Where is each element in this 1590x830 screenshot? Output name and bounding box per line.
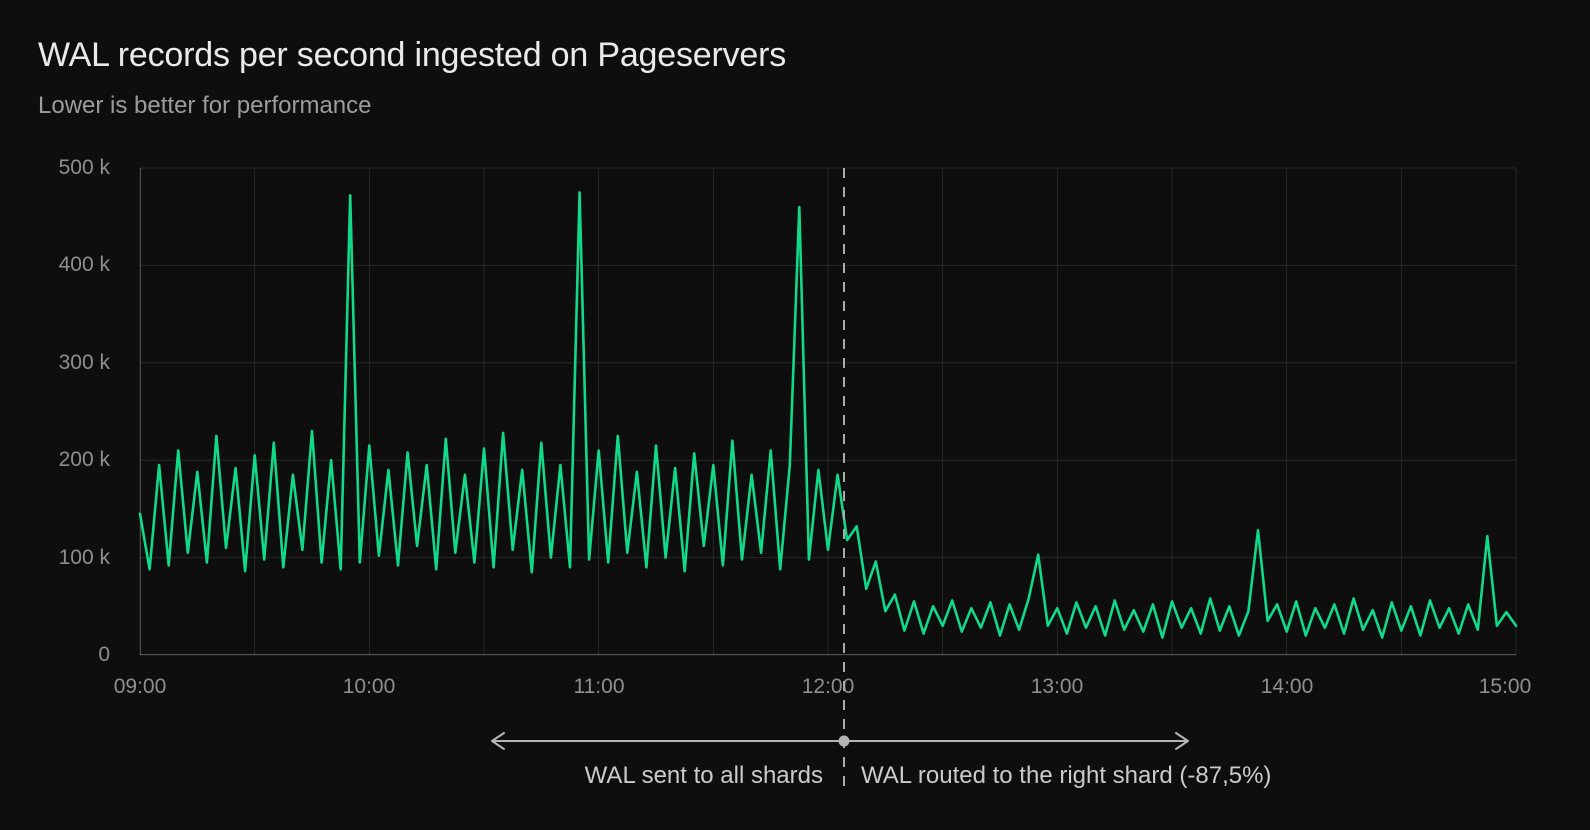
wal-series-line (138, 191, 1518, 639)
x-tick-label: 12:00 (801, 675, 855, 698)
timeline-arrow (491, 732, 1189, 750)
page-title: WAL records per second ingested on Pages… (38, 36, 787, 74)
y-tick-label: 100 k (58, 546, 110, 569)
x-tick-label: 13:00 (1030, 675, 1084, 698)
annotation-after-label: WAL routed to the right shard (-87,5%) (861, 762, 1272, 789)
arrow-left-head-icon (491, 732, 505, 750)
x-tick-label: 11:00 (573, 675, 625, 698)
grid-lines (139, 167, 1517, 656)
x-tick-label: 14:00 (1260, 675, 1314, 698)
x-tick-label: 09:00 (113, 675, 167, 698)
split-dashed-line (843, 168, 845, 790)
y-tick-label: 300 k (58, 351, 110, 374)
chart-plot (138, 167, 1518, 656)
page-subtitle: Lower is better for performance (38, 92, 372, 119)
y-tick-label: 400 k (58, 253, 110, 276)
x-tick-label: 15:00 (1478, 675, 1532, 698)
annotation-before-label: WAL sent to all shards (584, 762, 823, 789)
arrow-center-dot (838, 735, 850, 747)
y-tick-label: 200 k (58, 448, 110, 471)
x-tick-label: 10:00 (342, 675, 396, 698)
y-tick-label: 500 k (58, 156, 110, 179)
arrow-right-head-icon (1175, 732, 1189, 750)
y-tick-label: 0 (98, 643, 110, 666)
